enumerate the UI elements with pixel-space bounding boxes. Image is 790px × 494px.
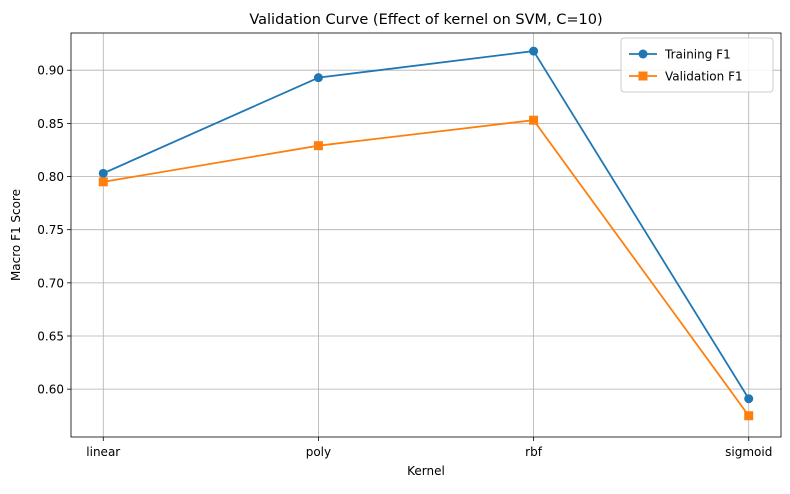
- series-training-f1: [98, 46, 754, 404]
- legend-item: Validation F1: [629, 70, 743, 84]
- legend-label: Training F1: [664, 48, 731, 62]
- legend-box: [620, 37, 774, 93]
- data-point-marker: [98, 168, 108, 178]
- y-tick-label: 0.75: [37, 223, 64, 237]
- x-tick-label: rbf: [525, 445, 543, 459]
- data-point-marker: [529, 46, 539, 56]
- series-line: [102, 50, 750, 400]
- x-tick-label: poly: [306, 445, 331, 459]
- y-tick-label: 0.70: [37, 276, 64, 290]
- data-point-marker: [313, 73, 323, 83]
- series-validation-f1: [98, 115, 754, 421]
- chart-title: Validation Curve (Effect of kernel on SV…: [249, 12, 602, 28]
- y-tick-label: 0.90: [37, 64, 64, 78]
- series-layer: [98, 46, 754, 421]
- y-tick-label: 0.85: [37, 117, 64, 131]
- data-point-marker: [98, 177, 108, 187]
- x-tick-label: sigmoid: [725, 445, 772, 459]
- legend-item: Training F1: [629, 48, 731, 62]
- legend-marker: [638, 71, 648, 81]
- legend: Training F1 Validation F1: [620, 37, 774, 93]
- data-point-marker: [744, 411, 754, 421]
- plot-frame: [70, 32, 782, 438]
- x-tick-label: linear: [86, 445, 120, 459]
- y-tick-label: 0.60: [37, 383, 64, 397]
- x-axis-label: Kernel: [407, 464, 445, 478]
- axis-ticks: linear poly rbf sigmoid 0.60 0.65 0.70 0.75 0.80…: [37, 64, 772, 459]
- y-tick-label: 0.80: [37, 170, 64, 184]
- data-point-marker: [313, 141, 323, 151]
- legend-marker: [638, 49, 648, 59]
- series-line: [103, 119, 750, 417]
- y-tick-label: 0.65: [37, 330, 64, 344]
- y-axis-label: Macro F1 Score: [9, 189, 23, 281]
- data-point-marker: [744, 394, 754, 404]
- legend-label: Validation F1: [665, 70, 743, 84]
- data-point-marker: [529, 115, 539, 125]
